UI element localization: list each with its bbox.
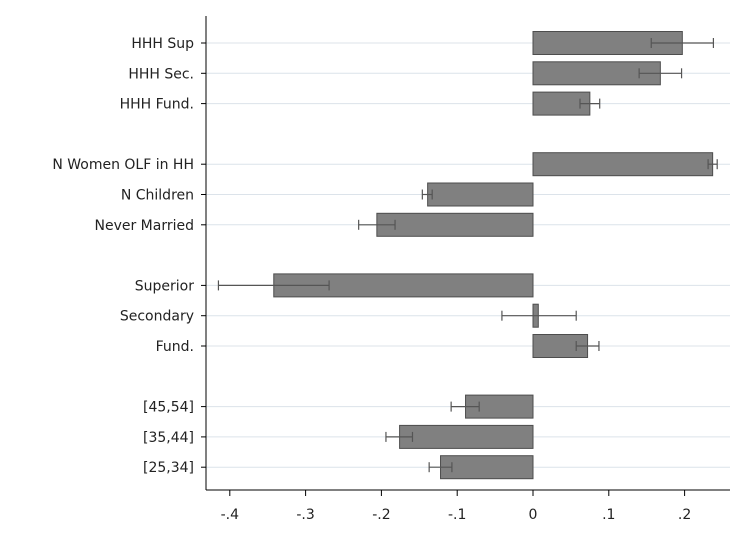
error-bar-2: [579, 98, 601, 109]
category-label-5: Never Married: [94, 218, 194, 234]
x-tick-label-5: .1: [602, 507, 615, 523]
axis-layer: [201, 16, 730, 496]
category-label-4: N Children: [121, 188, 194, 204]
category-label-9: [45,54]: [143, 400, 194, 416]
error-bar-7: [501, 310, 577, 321]
x-tick-label-1: -.3: [296, 507, 314, 523]
error-bar-8: [575, 341, 600, 351]
x-tick-label-2: -.2: [372, 507, 390, 523]
x-tick-label-0: -.4: [221, 507, 240, 523]
error-bar-6: [217, 280, 330, 291]
category-label-1: HHH Sec.: [128, 66, 194, 82]
bar-3: [532, 152, 714, 177]
x-tick-label-4: 0: [529, 507, 538, 523]
x-tick-label-6: .2: [678, 507, 691, 523]
error-bar-3: [707, 159, 718, 170]
x-tick-labels-layer: -.4 -.3 -.2 -.1 0 .1 .2: [221, 507, 692, 523]
category-label-2: HHH Fund.: [120, 97, 194, 113]
error-bar-10: [385, 431, 414, 442]
error-bar-5: [358, 219, 396, 230]
bar-10: [399, 424, 534, 449]
x-tick-label-3: -.1: [448, 507, 466, 523]
bars-layer: [273, 31, 714, 480]
error-bar-1: [638, 68, 683, 79]
bar-4: [427, 182, 534, 207]
error-bar-4: [421, 189, 433, 200]
bar-5: [376, 212, 534, 237]
category-label-7: Secondary: [120, 309, 194, 325]
category-label-3: N Women OLF in HH: [52, 157, 194, 173]
category-label-11: [25,34]: [143, 460, 194, 476]
category-labels-layer: HHH Sup HHH Sec. HHH Fund. N Women OLF in H…: [52, 36, 194, 476]
error-bar-0: [650, 38, 715, 48]
category-label-0: HHH Sup: [131, 36, 194, 52]
error-bar-9: [450, 401, 480, 412]
error-bars-layer: [217, 38, 718, 473]
error-bar-11: [428, 462, 453, 473]
category-label-10: [35,44]: [143, 430, 194, 446]
bar-11: [440, 455, 534, 480]
category-label-8: Fund.: [156, 339, 194, 355]
category-label-6: Superior: [135, 278, 194, 294]
